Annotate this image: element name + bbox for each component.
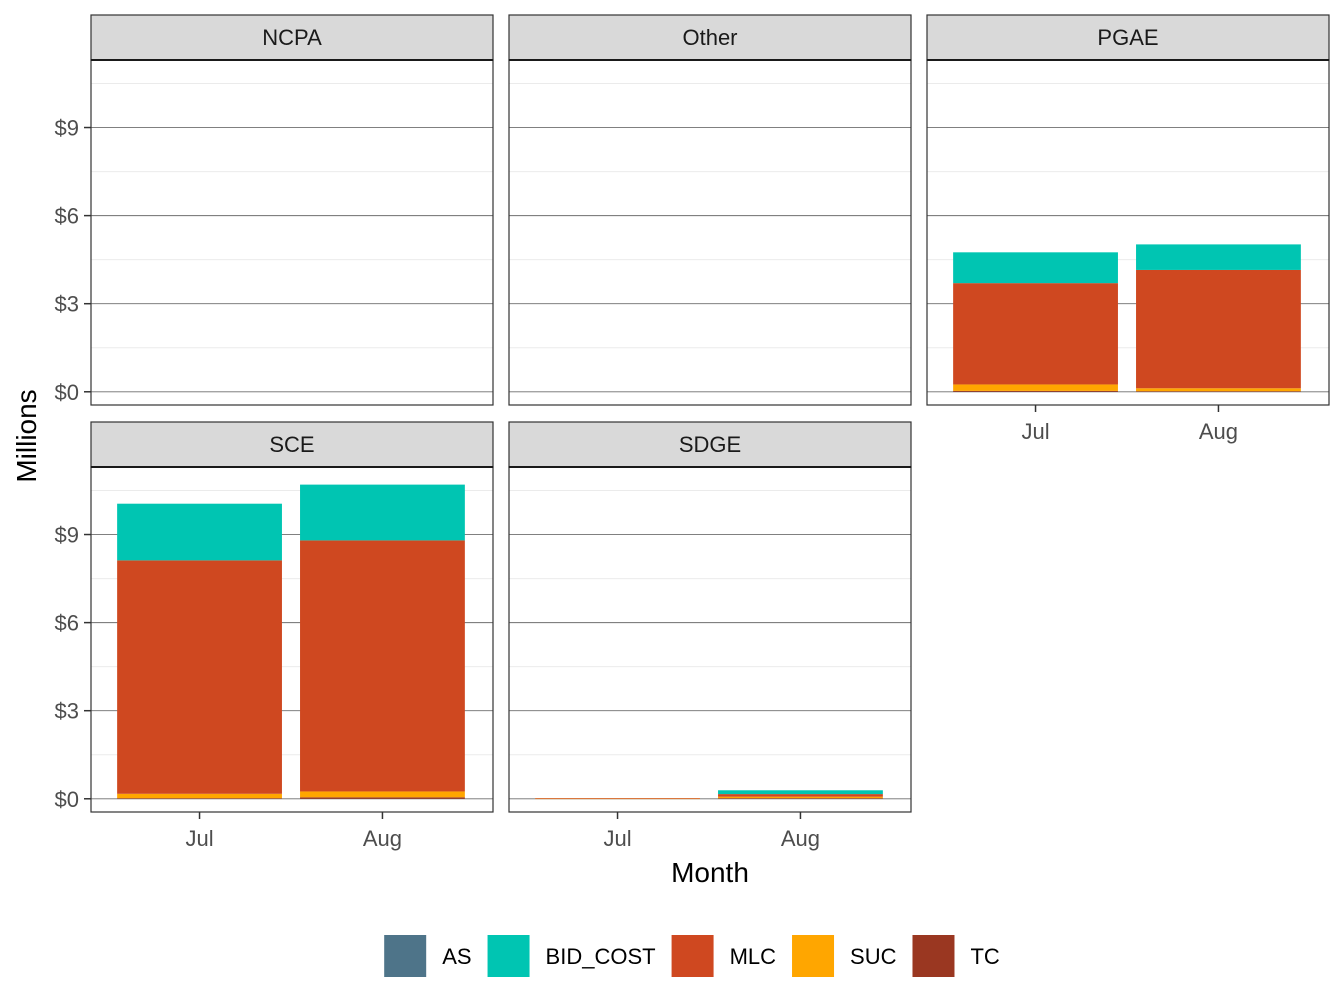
facet-panel-ncpa: NCPA — [90, 14, 494, 406]
x-tick-label: Jul — [185, 826, 213, 851]
bar-sdge-jul-mlc — [535, 798, 700, 799]
legend-swatch-as — [384, 935, 427, 977]
y-tick-label: $9 — [55, 523, 79, 548]
strip-label-other: Other — [682, 25, 737, 50]
strip-label-sce: SCE — [269, 432, 314, 457]
y-tick-label: $0 — [55, 380, 79, 405]
legend-label-suc: SUC — [850, 944, 897, 969]
legend-swatch-tc — [912, 935, 955, 977]
bar-sdge-aug-bid_cost — [718, 790, 883, 795]
legend-swatch-mlc — [671, 935, 714, 977]
bar-pgae-jul-suc — [953, 384, 1118, 391]
bar-sce-aug-bid_cost — [300, 484, 465, 541]
y-tick-label: $6 — [55, 204, 79, 229]
y-tick-label: $9 — [55, 116, 79, 141]
y-axis-ticks: $0 $3 $6 $9 $0 $3 $6 $9 — [55, 116, 91, 812]
legend: AS BID_COST MLC SUC TC — [384, 935, 1000, 977]
y-tick-label: $3 — [55, 699, 79, 724]
legend-swatch-suc — [792, 935, 835, 977]
bar-sce-aug-suc — [300, 791, 465, 798]
bar-pgae-jul-mlc — [953, 283, 1118, 385]
panel-background — [509, 60, 911, 405]
x-tick-label: Aug — [781, 826, 820, 851]
bar-sce-aug-tc — [300, 797, 465, 799]
bar-sce-aug-mlc — [300, 540, 465, 792]
y-tick-label: $6 — [55, 611, 79, 636]
bar-pgae-jul-bid_cost — [953, 252, 1118, 284]
panel-background — [509, 467, 911, 812]
bar-sdge-aug-suc — [718, 796, 883, 799]
bar-pgae-jul-tc — [953, 390, 1118, 392]
y-axis-title: Millions — [11, 389, 42, 482]
x-tick-label: Aug — [1199, 419, 1238, 444]
legend-label-as: AS — [442, 944, 471, 969]
bar-sce-jul-mlc — [117, 560, 282, 794]
bar-sce-jul-bid_cost — [117, 503, 282, 561]
x-tick-label: Jul — [1021, 419, 1049, 444]
strip-label-pgae: PGAE — [1097, 25, 1158, 50]
y-tick-label: $3 — [55, 292, 79, 317]
bar-sce-jul-suc — [117, 793, 282, 799]
facet-panel-sdge: SDGE Jul Aug — [508, 421, 912, 851]
facet-panels: NCPA Other PGAE Jul Aug SCE Jul Aug SDGE Jul Aug — [90, 14, 1330, 851]
legend-swatch-bid_cost — [487, 935, 530, 977]
strip-background — [508, 421, 912, 468]
bar-pgae-aug-suc — [1136, 388, 1301, 392]
bar-sce-jul-tc — [117, 798, 282, 799]
strip-label-sdge: SDGE — [679, 432, 741, 457]
facet-panel-other: Other — [508, 14, 912, 406]
bar-sdge-aug-tc — [718, 798, 883, 799]
bar-sdge-aug-mlc — [718, 794, 883, 797]
y-tick-label: $0 — [55, 787, 79, 812]
strip-background — [90, 421, 494, 468]
bar-pgae-aug-tc — [1136, 391, 1301, 392]
bar-pgae-aug-mlc — [1136, 269, 1301, 389]
facet-panel-sce: SCE Jul Aug — [90, 421, 494, 851]
strip-background — [508, 14, 912, 61]
facet-panel-pgae: PGAE Jul Aug — [926, 14, 1330, 444]
legend-label-mlc: MLC — [730, 944, 777, 969]
legend-label-tc: TC — [970, 944, 999, 969]
panel-background — [91, 60, 493, 405]
x-axis-title: Month — [671, 857, 749, 888]
x-tick-label: Aug — [363, 826, 402, 851]
legend-label-bid_cost: BID_COST — [546, 944, 656, 969]
bar-pgae-aug-bid_cost — [1136, 244, 1301, 270]
strip-label-ncpa: NCPA — [262, 25, 322, 50]
x-tick-label: Jul — [603, 826, 631, 851]
